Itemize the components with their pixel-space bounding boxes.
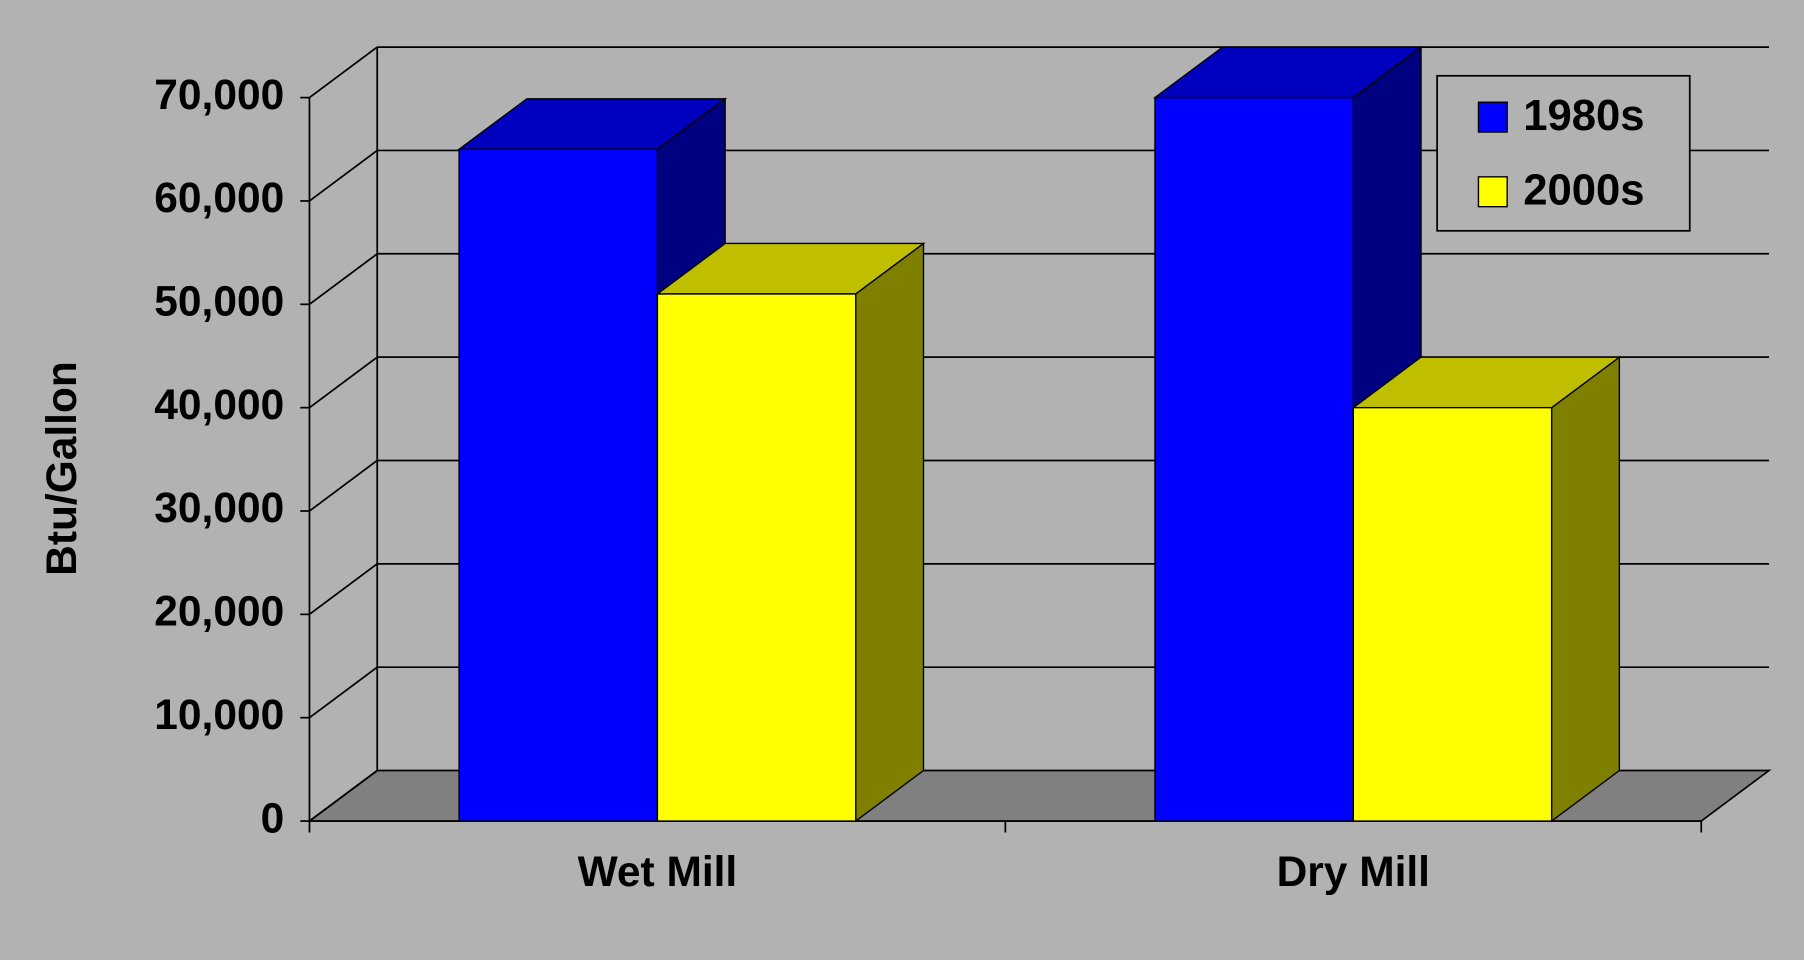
tick-mark (308, 459, 378, 512)
tick-mark (308, 563, 378, 616)
bar-side (855, 242, 925, 823)
y-tick-label: 70,000 (154, 72, 284, 119)
x-tick-label: Wet Mill (578, 849, 738, 896)
tick-mark (308, 46, 378, 99)
bar (458, 148, 659, 822)
y-tick-label: 0 (261, 795, 285, 842)
y-tick-label: 20,000 (154, 589, 284, 636)
bar (1352, 406, 1553, 822)
y-tick-label: 30,000 (154, 485, 284, 532)
legend-label: 1980s (1523, 92, 1644, 140)
bar (1154, 96, 1354, 822)
bar (656, 293, 857, 822)
y-axis-title: Btu/Gallon (39, 361, 86, 576)
y-tick-label: 50,000 (154, 279, 284, 326)
tick-mark (308, 356, 378, 409)
y-tick-label: 60,000 (154, 175, 284, 222)
tick-mark (308, 666, 378, 719)
bar-side (1550, 355, 1621, 823)
tick-mark (308, 253, 378, 305)
legend: 1980s 2000s (1436, 74, 1691, 232)
legend-swatch (1477, 176, 1508, 208)
tick-mark (308, 149, 378, 202)
tick-mark (308, 769, 378, 822)
y-tick-label: 40,000 (154, 382, 284, 429)
x-tick-label: Dry Mill (1277, 849, 1430, 896)
y-tick-label: 10,000 (154, 692, 284, 739)
legend-label: 2000s (1523, 166, 1644, 214)
legend-swatch (1477, 101, 1508, 133)
